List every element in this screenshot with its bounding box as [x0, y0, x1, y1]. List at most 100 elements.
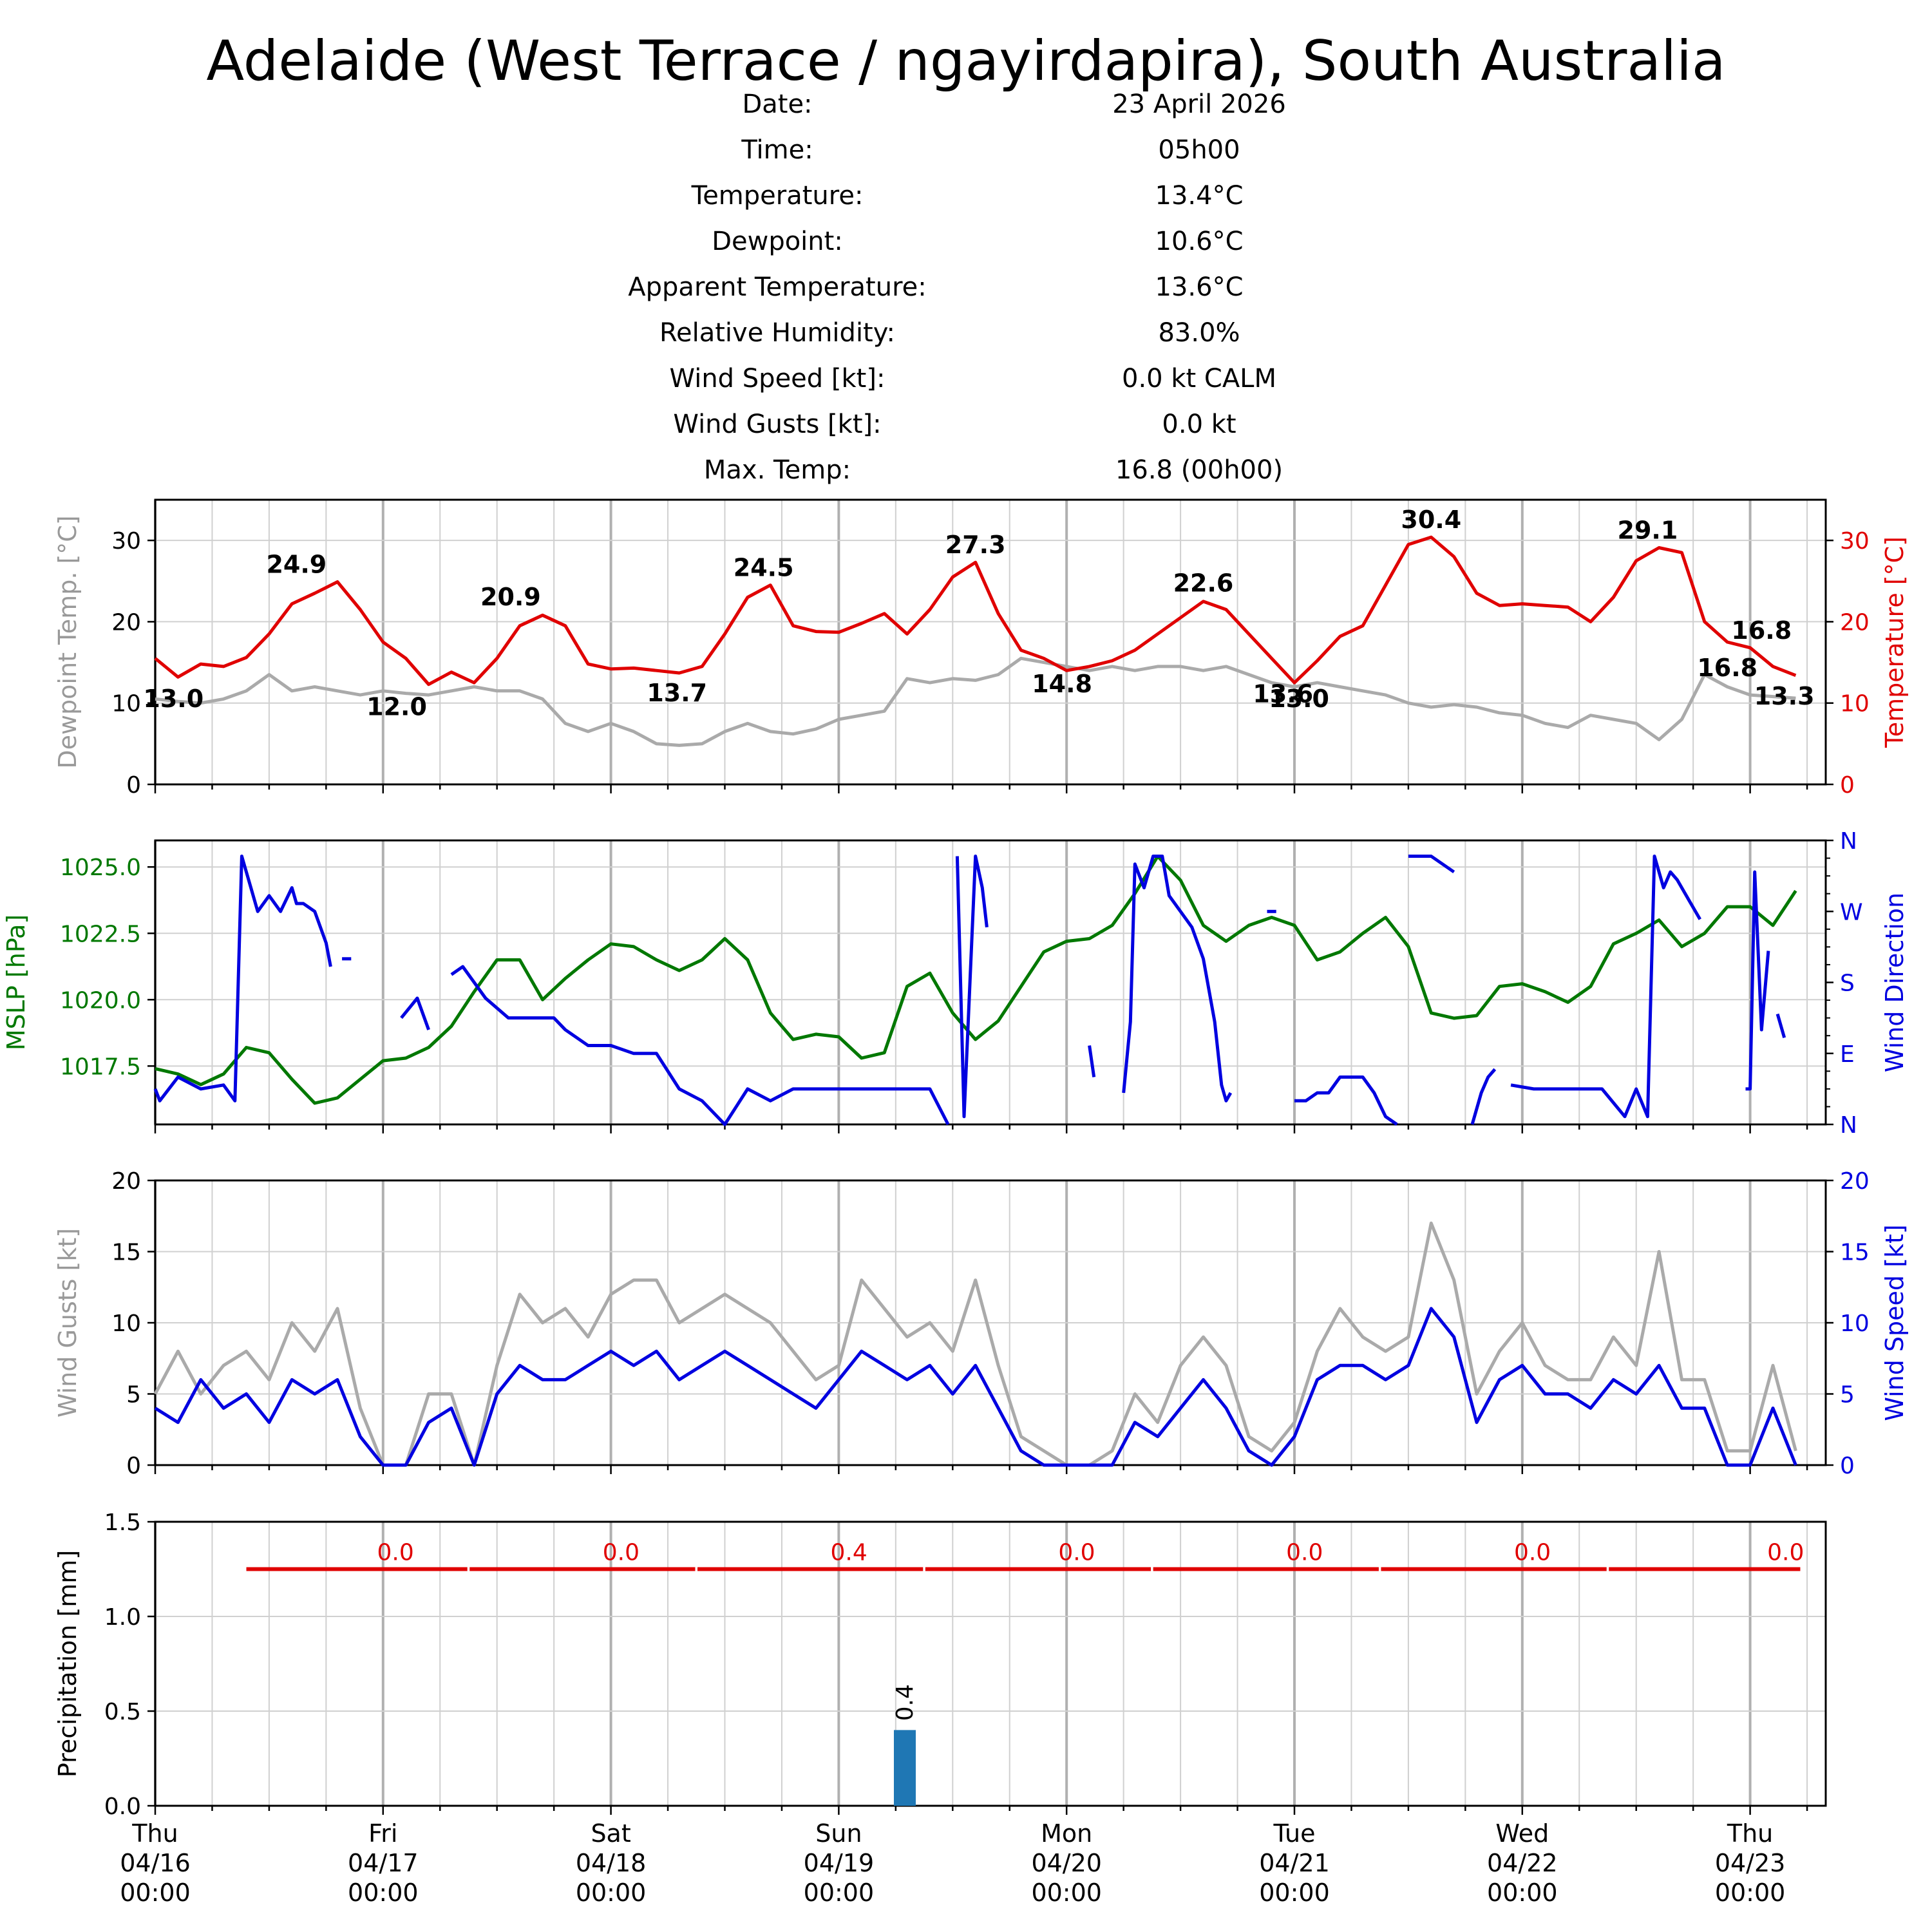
info-label: Max. Temp:	[703, 455, 851, 485]
wind-direction-line	[450, 965, 950, 1126]
wind-direction-line	[1470, 1068, 1497, 1125]
info-value: 05h00	[1158, 135, 1240, 165]
info-row: Max. Temp: 16.8 (00h00)	[0, 451, 1932, 489]
x-tick-date: 04/23	[1715, 1849, 1786, 1877]
info-row: Temperature: 13.4°C	[0, 176, 1932, 215]
info-row: Dewpoint: 10.6°C	[0, 222, 1932, 261]
y-tick-label: 20	[111, 1168, 141, 1195]
x-tick-time: 00:00	[120, 1879, 191, 1907]
x-tick-date: 04/16	[120, 1849, 191, 1877]
x-tick-day: Wed	[1495, 1819, 1549, 1848]
y2-tick-label: N	[1840, 828, 1857, 855]
info-row: Wind Gusts [kt]: 0.0 kt	[0, 405, 1932, 444]
y-tick-label: 20	[111, 609, 141, 636]
x-tick-time: 00:00	[1487, 1879, 1558, 1907]
x-tick-day: Mon	[1041, 1819, 1092, 1848]
wind-direction-line	[153, 855, 332, 1103]
info-value: 83.0%	[1158, 318, 1240, 348]
daily-total-label: 0.0	[1058, 1540, 1095, 1566]
temperature-line	[154, 535, 1797, 687]
temp-annotation: 13.0	[143, 685, 204, 713]
y-tick-label: 10	[111, 691, 141, 717]
y2-tick-label: 10	[1840, 691, 1870, 717]
info-label: Time:	[741, 135, 813, 165]
x-tick-time: 00:00	[348, 1879, 419, 1907]
info-value: 13.4°C	[1155, 181, 1244, 211]
daily-total-label: 0.0	[603, 1540, 639, 1566]
info-value: 0.0 kt	[1162, 410, 1236, 439]
info-label: Temperature:	[691, 181, 864, 211]
temp-annotation: 16.8	[1697, 654, 1757, 682]
y2-tick-label: 20	[1840, 609, 1870, 636]
panel-2: 1017.5 1020.0 1022.5 1025.0 N E S W N MSLP [hPa] W…	[2, 828, 1909, 1139]
y2-axis-label: Wind Direction	[1880, 893, 1909, 1072]
y-axis-label: MSLP [hPa]	[2, 914, 30, 1050]
axes-frame	[154, 839, 1827, 1126]
y2-tick-label: 20	[1840, 1168, 1870, 1195]
wind-direction-line	[1510, 855, 1701, 1119]
y-tick-label: 1017.5	[60, 1054, 141, 1080]
daily-total-label: 0.0	[1767, 1540, 1804, 1566]
wind-direction-line	[955, 855, 989, 1119]
wind-direction-line	[1745, 870, 1770, 1091]
y2-tick-label: 30	[1840, 528, 1870, 554]
temp-annotation: 24.5	[734, 554, 794, 582]
y-tick-label: 1.0	[104, 1604, 141, 1631]
y-axis-label: Wind Gusts [kt]	[53, 1228, 82, 1417]
mslp-line	[155, 855, 1797, 1105]
wind-direction-line	[1776, 1013, 1786, 1038]
daily-total-label: 0.0	[1514, 1540, 1551, 1566]
wind-direction-line	[1294, 1075, 1398, 1126]
y2-axis-label: Temperature [°C]	[1880, 536, 1909, 748]
y2-tick-label: S	[1840, 971, 1855, 997]
x-tick-date: 04/22	[1487, 1849, 1558, 1877]
info-row: Apparent Temperature: 13.6°C	[0, 268, 1932, 307]
y2-tick-label: 5	[1840, 1382, 1855, 1408]
y-tick-label: 5	[126, 1382, 141, 1408]
temp-annotation: 22.6	[1173, 569, 1234, 598]
precip-bar	[894, 1730, 916, 1806]
info-row: Time: 05h00	[0, 131, 1932, 169]
y-tick-label: 1020.0	[60, 987, 141, 1014]
y-axis-label: Dewpoint Temp. [°C]	[53, 515, 82, 768]
y-tick-label: 1.5	[104, 1510, 141, 1536]
x-tick-date: 04/19	[804, 1849, 875, 1877]
y-tick-label: 0	[126, 772, 141, 799]
info-value: 16.8 (00h00)	[1115, 455, 1283, 485]
axes-frame	[154, 498, 1827, 786]
y2-tick-label: N	[1840, 1112, 1857, 1139]
info-value: 10.6°C	[1155, 227, 1244, 256]
x-tick-time: 00:00	[804, 1879, 875, 1907]
y-tick-label: 30	[111, 528, 141, 554]
temp-annotation: 24.9	[266, 551, 327, 579]
y2-axis-label: Wind Speed [kt]	[1880, 1224, 1909, 1421]
y2-tick-label: 15	[1840, 1240, 1870, 1266]
panel-1: 0 10 20 30 0 10 20 30 Dewpoint Temp. [°C] Tempera…	[53, 498, 1909, 799]
temp-annotation: 13.7	[647, 679, 707, 707]
daily-total-label: 0.0	[1286, 1540, 1323, 1566]
y2-tick-label: 0	[1840, 772, 1855, 799]
panel-3: 0 5 10 15 20 0 5 10 15 20 Wind Gusts [kt] Wind Spee…	[53, 1168, 1909, 1479]
info-value: 13.6°C	[1155, 272, 1244, 302]
precip-bar-label: 0.4	[892, 1684, 918, 1721]
info-row: Date: 23 April 2026	[0, 85, 1932, 124]
x-tick-date: 04/20	[1031, 1849, 1102, 1877]
y-tick-label: 15	[111, 1240, 141, 1266]
temp-annotation: 12.0	[366, 692, 427, 721]
x-tick-day: Thu	[131, 1819, 178, 1848]
x-tick-date: 04/17	[348, 1849, 419, 1877]
y-tick-label: 0	[126, 1453, 141, 1479]
panel-4: 0.0 0.5 1.0 1.5 Precipitation [mm] 0.4 0.0 0.0 0…	[53, 1510, 1827, 1907]
wind-direction-line	[1408, 855, 1455, 874]
wind-speed-line	[154, 1307, 1797, 1467]
info-label: Apparent Temperature:	[628, 272, 927, 302]
x-tick-time: 00:00	[1031, 1879, 1102, 1907]
info-label: Relative Humidity:	[659, 318, 895, 348]
temp-annotation: 14.8	[1032, 670, 1092, 698]
y-tick-label: 1025.0	[60, 855, 141, 881]
y-axis-label: Precipitation [mm]	[53, 1550, 82, 1777]
x-tick-time: 00:00	[576, 1879, 647, 1907]
x-tick-day: Sun	[815, 1819, 862, 1848]
info-label: Dewpoint:	[712, 227, 843, 256]
